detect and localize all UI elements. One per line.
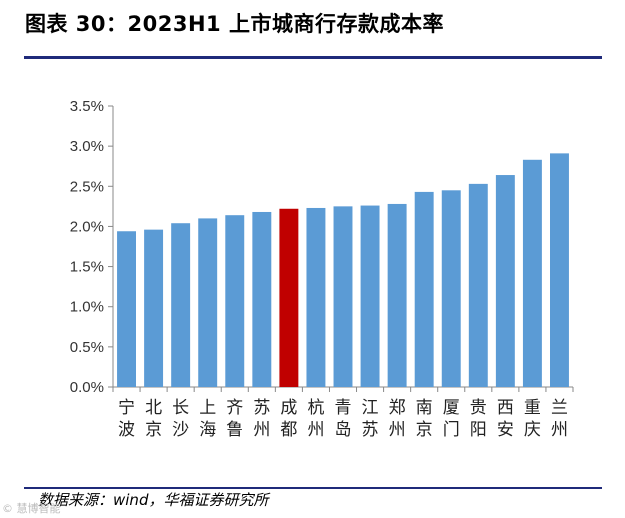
source-note: 数据来源：wind，华福证券研究所: [38, 491, 269, 509]
bar-13: [441, 190, 461, 387]
x-tick-label: 南: [416, 398, 433, 418]
x-tick-label: 青: [335, 398, 352, 418]
x-tick-label: 岛: [335, 420, 352, 440]
x-tick-label: 杭: [307, 398, 324, 418]
x-tick-label: 上: [199, 398, 216, 418]
x-tick-label: 北: [145, 398, 162, 418]
bar-8: [306, 207, 326, 387]
x-tick-label: 江: [362, 398, 379, 418]
bar-4: [198, 218, 218, 387]
x-tick-label: 成: [280, 398, 297, 418]
bar-9: [333, 206, 353, 387]
x-tick-label: 州: [551, 420, 568, 440]
bar-12: [414, 191, 434, 387]
bar-2: [144, 229, 164, 387]
watermark: © 慧博智能: [2, 502, 61, 515]
x-tick-label: 厦: [443, 398, 460, 418]
x-tick-label: 门: [443, 420, 460, 440]
y-tick-label: 2.5%: [70, 178, 104, 195]
x-tick-label: 重: [524, 398, 541, 418]
x-tick-label: 宁: [118, 398, 135, 418]
x-tick-label: 安: [497, 420, 514, 440]
bar-3: [171, 223, 191, 387]
x-tick-label: 苏: [253, 398, 270, 418]
bar-6: [252, 211, 272, 387]
x-tick-label: 州: [307, 420, 324, 440]
y-tick-label: 2.0%: [70, 218, 104, 235]
x-tick-label: 苏: [362, 420, 379, 440]
bar-16: [522, 159, 542, 387]
y-tick-label: 3.5%: [70, 98, 104, 115]
x-tick-label: 阳: [470, 420, 487, 440]
title-rule: [24, 56, 602, 59]
x-tick-label: 州: [253, 420, 270, 440]
x-tick-label: 京: [416, 420, 433, 440]
x-tick-label: 海: [199, 420, 216, 440]
x-tick-label: 兰: [551, 398, 568, 418]
bar-14: [468, 183, 488, 387]
x-tick-label: 波: [118, 420, 135, 440]
y-tick-label: 1.5%: [70, 259, 104, 276]
bar-10: [360, 205, 380, 387]
bar-5: [225, 215, 245, 387]
x-tick-label: 京: [145, 420, 162, 440]
y-tick-label: 0.0%: [70, 379, 104, 396]
x-tick-label: 沙: [172, 420, 189, 440]
footer-rule: [24, 487, 602, 489]
y-tick-label: 0.5%: [70, 339, 104, 356]
figure-title: 图表 30：2023H1 上市城商行存款成本率: [25, 12, 444, 36]
bar-17: [550, 153, 569, 387]
x-tick-label: 都: [280, 420, 297, 440]
x-tick-label: 郑: [389, 398, 406, 418]
x-tick-label: 州: [389, 420, 406, 440]
x-tick-label: 庆: [524, 420, 541, 440]
bar-11: [387, 203, 407, 387]
x-tick-label: 贵: [470, 398, 487, 418]
x-tick-label: 长: [172, 398, 189, 418]
y-tick-label: 3.0%: [70, 138, 104, 155]
bar-7: [279, 208, 299, 387]
x-tick-label: 鲁: [226, 420, 243, 440]
bar-15: [495, 175, 515, 387]
x-tick-label: 齐: [226, 398, 243, 418]
y-tick-label: 1.0%: [70, 299, 104, 316]
bar-1: [117, 231, 136, 387]
x-tick-label: 西: [497, 398, 514, 418]
